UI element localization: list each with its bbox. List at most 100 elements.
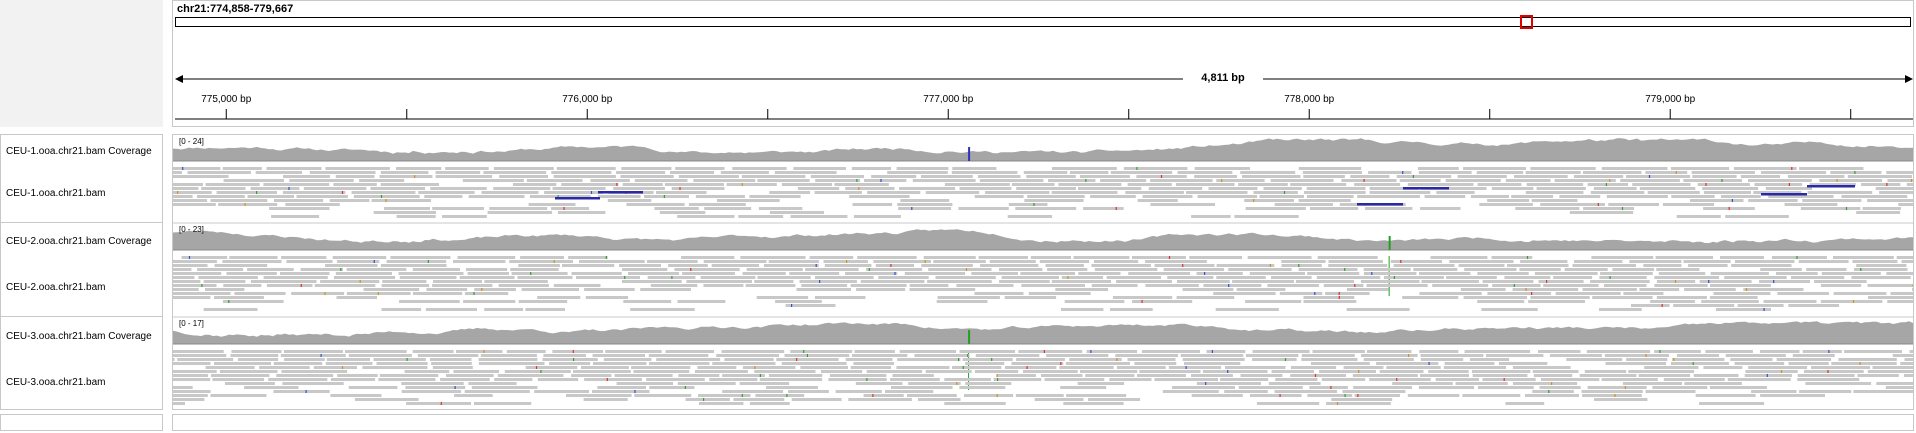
read [1270, 179, 1334, 182]
read [247, 195, 295, 198]
read [1399, 179, 1441, 182]
read [867, 191, 921, 194]
read [933, 260, 986, 263]
read [1469, 358, 1510, 361]
read-mismatch [1204, 272, 1206, 275]
read [805, 268, 859, 271]
read [273, 390, 330, 393]
read [678, 175, 739, 178]
read [337, 374, 378, 377]
read-mismatch [1609, 179, 1611, 182]
read [214, 296, 264, 299]
read [1023, 370, 1078, 373]
read [380, 183, 439, 186]
read [697, 366, 737, 369]
read [1060, 386, 1107, 389]
read [1530, 167, 1596, 170]
read [1485, 354, 1544, 357]
read [1216, 264, 1275, 267]
read [1172, 386, 1235, 389]
span-label: 4,811 bp [1201, 72, 1245, 84]
read [1368, 171, 1412, 174]
read [1238, 386, 1303, 389]
read-long-insert [598, 191, 643, 194]
read [1477, 183, 1522, 186]
read [1688, 264, 1728, 267]
track-name-coverage-3[interactable]: CEU-3.ooa.chr21.bam Coverage [6, 331, 152, 342]
read [1912, 288, 1913, 291]
coverage-mismatch-bar [968, 147, 971, 161]
read [1100, 179, 1147, 182]
read [1554, 179, 1616, 182]
read [446, 374, 494, 377]
read [376, 362, 428, 365]
read [551, 207, 590, 210]
read-mismatch [624, 276, 626, 279]
read [464, 390, 530, 393]
ideogram-view-marker[interactable] [1519, 15, 1533, 29]
read [1890, 292, 1913, 295]
read [173, 171, 182, 174]
read [380, 171, 429, 174]
read [1603, 284, 1647, 287]
track-name-reads-2[interactable]: CEU-2.ooa.chr21.bam [6, 282, 106, 293]
read [289, 179, 354, 182]
read [1316, 276, 1381, 279]
read [216, 191, 277, 194]
read [633, 370, 690, 373]
read-mismatch [866, 378, 868, 381]
track-name-coverage-2[interactable]: CEU-2.ooa.chr21.bam Coverage [6, 236, 152, 247]
chromosome-ideogram[interactable] [175, 17, 1911, 27]
read [1479, 203, 1533, 206]
track-name-coverage-1[interactable]: CEU-1.ooa.chr21.bam Coverage [6, 146, 152, 157]
read [1163, 268, 1225, 271]
read [1361, 280, 1420, 283]
read [1487, 292, 1551, 295]
read [325, 362, 373, 365]
read [1526, 183, 1584, 186]
read [1838, 358, 1897, 361]
read [401, 382, 464, 385]
read [1125, 191, 1184, 194]
track-name-reads-1[interactable]: CEU-1.ooa.chr21.bam [6, 188, 106, 199]
read-mismatch [791, 304, 793, 307]
track-name-reads-3[interactable]: CEU-3.ooa.chr21.bam [6, 377, 106, 388]
read [1569, 211, 1634, 214]
read [1267, 284, 1319, 287]
read [1141, 350, 1200, 353]
span-arrow-right [1905, 75, 1913, 83]
data-panel[interactable]: [0 - 24] [0 - 23] [0 - 17] [172, 134, 1914, 410]
read [474, 288, 516, 291]
read [1016, 187, 1076, 190]
read [271, 215, 320, 218]
read [1528, 300, 1585, 303]
read-mismatch [1344, 268, 1346, 271]
read [1245, 300, 1302, 303]
read [974, 370, 1019, 373]
read [1791, 276, 1845, 279]
read [269, 207, 330, 210]
feature-track-panel[interactable] [172, 414, 1914, 431]
read-mismatch [858, 187, 860, 190]
read [1182, 358, 1245, 361]
read [1150, 179, 1213, 182]
read-mismatch [703, 398, 705, 401]
read [1418, 386, 1475, 389]
read [1279, 292, 1323, 295]
read-mismatch [1141, 300, 1143, 303]
read [1583, 171, 1642, 174]
read [1109, 378, 1152, 381]
read-mismatch [201, 284, 203, 287]
read [1224, 390, 1268, 393]
read [1733, 167, 1797, 170]
read-mismatch [956, 382, 958, 385]
read-mismatch [1731, 199, 1733, 202]
read [974, 292, 1024, 295]
read [1867, 284, 1913, 287]
read [855, 382, 903, 385]
read [1572, 264, 1636, 267]
read [1684, 288, 1736, 291]
read [1020, 272, 1075, 275]
read [1303, 296, 1355, 299]
read [1709, 386, 1767, 389]
